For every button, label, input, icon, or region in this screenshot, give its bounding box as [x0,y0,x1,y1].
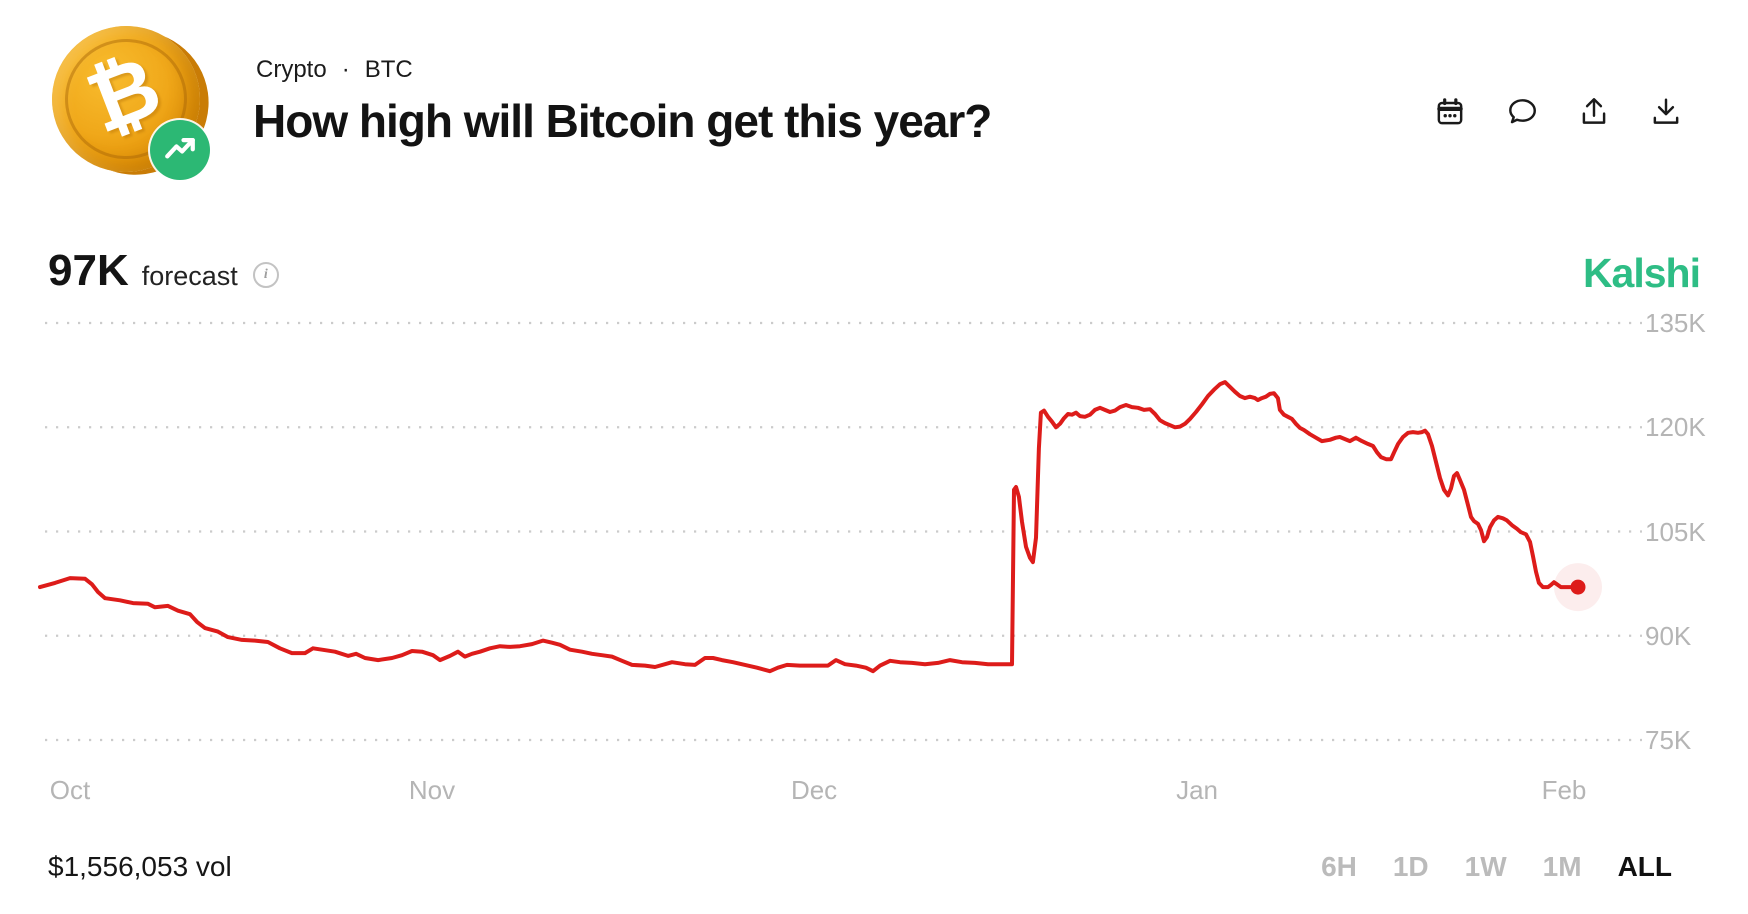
x-tick-label: Jan [1176,775,1218,805]
range-button-1w[interactable]: 1W [1464,851,1507,882]
page-title: How high will Bitcoin get this year? [253,95,992,147]
share-icon[interactable] [1577,94,1611,130]
time-range-selector: 6H 1D 1W 1M ALL [1321,851,1672,883]
x-tick-label: Dec [790,775,838,805]
volume-label: $1,556,053 vol [48,851,232,882]
range-button-1m[interactable]: 1M [1542,851,1582,882]
forecast-label: forecast [141,261,238,291]
calendar-icon[interactable] [1433,94,1467,130]
current-point-dot [1570,579,1586,595]
download-icon[interactable] [1649,94,1683,130]
breadcrumb-ticker[interactable]: BTC [364,56,413,83]
y-tick-label: 135K [1642,308,1709,338]
kalshi-logo: Kalshi [1582,250,1701,296]
info-icon[interactable]: i [252,262,279,288]
range-button-all[interactable]: ALL [1617,851,1672,882]
breadcrumb-separator: · [341,56,350,83]
x-tick-label: Oct [49,775,91,805]
range-button-6h[interactable]: 6H [1321,851,1357,882]
trend-up-badge-icon [150,120,210,180]
y-tick-label: 90K [1642,620,1695,651]
x-tick-label: Nov [408,775,456,805]
market-avatar: ₿ [42,16,212,182]
x-tick-label: Feb [1541,775,1587,805]
forecast-row: 97K forecast i [48,246,279,296]
header-actions [1433,94,1683,130]
forecast-line [38,380,1580,674]
breadcrumb-category[interactable]: Crypto [256,56,327,83]
y-tick-label: 120K [1642,412,1709,443]
forecast-value: 97K [48,246,129,295]
comment-icon[interactable] [1505,94,1539,130]
range-button-1d[interactable]: 1D [1392,851,1429,882]
breadcrumb: Crypto · BTC [256,56,413,84]
y-tick-label: 75K [1642,725,1695,755]
y-tick-label: 105K [1642,516,1709,547]
